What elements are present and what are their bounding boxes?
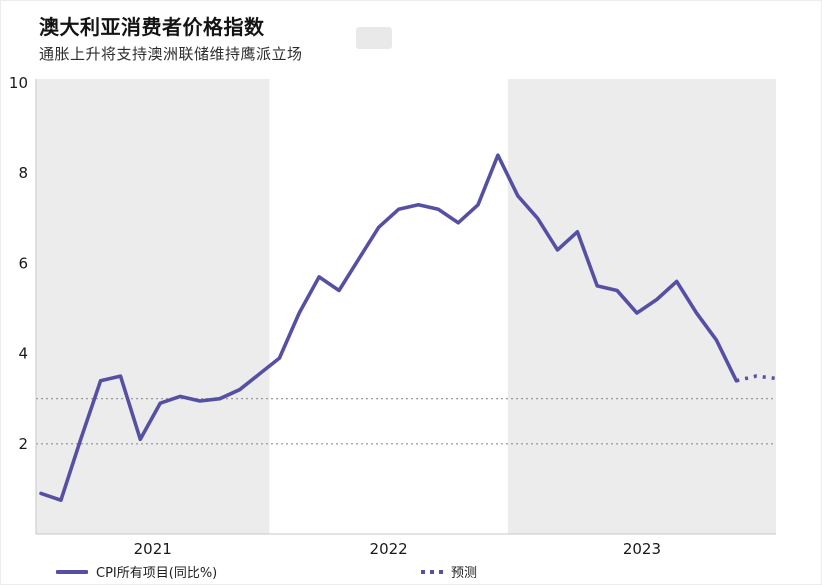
y-tick-label: 8 bbox=[18, 164, 28, 182]
year-label: 2022 bbox=[370, 540, 408, 557]
y-tick-label: 10 bbox=[9, 74, 28, 92]
cpi-line-chart: 2 4 6 8 10 2021 2022 2023 bbox=[9, 74, 777, 557]
legend-item-forecast: 预测 bbox=[421, 562, 477, 581]
y-tick-label: 6 bbox=[18, 254, 28, 272]
year-label: 2023 bbox=[623, 540, 661, 557]
chart-subtitle: 通胀上升将支持澳洲联储维持鹰派立场 bbox=[39, 45, 303, 63]
year-label: 2021 bbox=[134, 540, 172, 557]
legend-label-cpi: CPI所有项目(同比%) bbox=[96, 566, 218, 581]
cpi-line bbox=[39, 153, 739, 503]
forecast-line bbox=[735, 374, 777, 383]
overlay-badge bbox=[356, 27, 392, 49]
legend-item-cpi: CPI所有项目(同比%) bbox=[56, 562, 217, 581]
year-band-2023 bbox=[507, 79, 776, 534]
legend-label-forecast: 预测 bbox=[451, 566, 478, 581]
chart-title: 澳大利亚消费者价格指数 bbox=[39, 15, 265, 39]
y-tick-label: 4 bbox=[18, 345, 28, 363]
dotted-line-swatch bbox=[421, 569, 443, 574]
chart-legend: CPI所有项目(同比%) 预测 bbox=[1, 559, 821, 584]
solid-line-swatch bbox=[56, 569, 88, 574]
y-tick-label: 2 bbox=[18, 435, 28, 453]
